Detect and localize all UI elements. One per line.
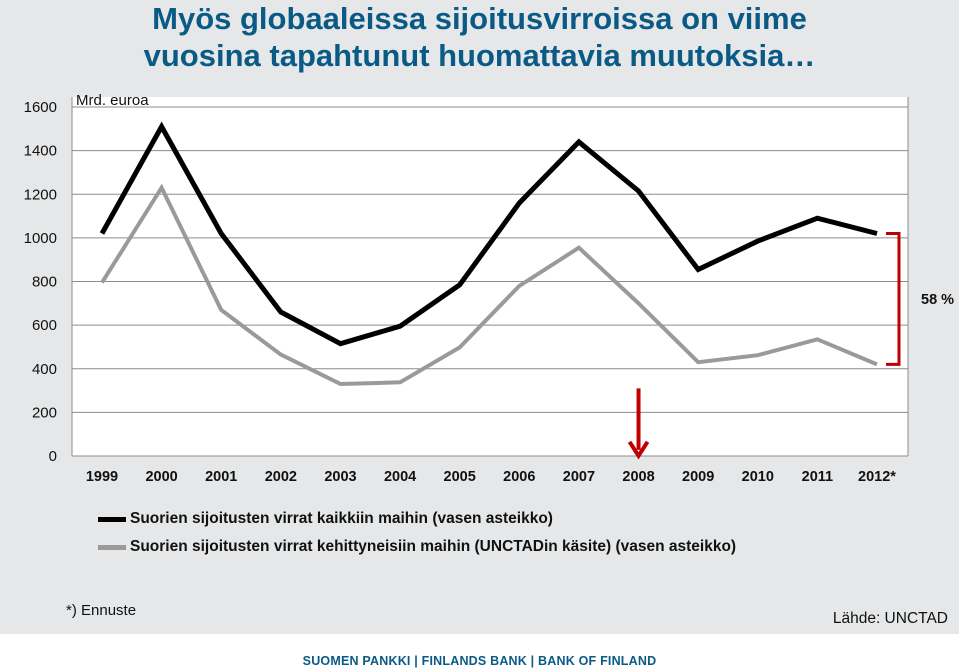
x-tick-label-2011: 2011 — [802, 469, 833, 485]
legend-label-all-countries: Suorien sijoitusten virrat kaikkiin maih… — [130, 510, 553, 527]
legend-swatch-gray — [98, 544, 126, 550]
x-tick-label-2006: 2006 — [503, 469, 535, 485]
x-tick-label-2003: 2003 — [324, 469, 356, 485]
legend-item-developed-countries: Suorien sijoitusten virrat kehittyneisii… — [98, 533, 736, 561]
chart-title-line-1: Myös globaaleissa sijoitusvirroissa on v… — [152, 1, 807, 36]
y-tick-label-1400: 1400 — [24, 143, 57, 160]
x-tick-label-1999: 1999 — [86, 469, 118, 485]
chart-title: Myös globaaleissa sijoitusvirroissa on v… — [0, 0, 959, 74]
x-tick-label-2005: 2005 — [444, 469, 476, 485]
y-tick-label-600: 600 — [32, 317, 57, 334]
legend-item-all-countries: Suorien sijoitusten virrat kaikkiin maih… — [98, 505, 736, 533]
x-tick-label-2010: 2010 — [742, 469, 774, 485]
x-tick-label-2000: 2000 — [145, 469, 177, 485]
chart-title-line-2: vuosina tapahtunut huomattavia muutoksia… — [143, 38, 816, 73]
footer-text: SUOMEN PANKKI | FINLANDS BANK | BANK OF … — [302, 654, 657, 668]
y-tick-label-1600: 1600 — [24, 99, 57, 116]
y-tick-label-800: 800 — [32, 274, 57, 291]
x-tick-label-2004: 2004 — [384, 469, 416, 485]
bracket-label: 58 % — [921, 292, 954, 308]
legend-label-developed-countries: Suorien sijoitusten virrat kehittyneisii… — [130, 538, 737, 555]
series-line-developed-countries — [100, 183, 878, 387]
y-tick-label-1000: 1000 — [24, 230, 57, 247]
x-tick-label-2007: 2007 — [563, 469, 595, 485]
arrow-2008-head — [627, 440, 650, 460]
plot-area — [72, 97, 908, 456]
series-line-all-countries — [99, 121, 878, 347]
source-note: Lähde: UNCTAD — [832, 610, 948, 627]
chart-legend: Suorien sijoitusten virrat kaikkiin maih… — [98, 505, 736, 561]
x-tick-label-2002: 2002 — [265, 469, 297, 485]
y-tick-label-400: 400 — [32, 361, 57, 378]
x-tick-label-2012-forecast: 2012* — [858, 469, 896, 485]
y-tick-label-1200: 1200 — [24, 186, 57, 203]
forecast-footnote: *) Ennuste — [66, 602, 137, 619]
y-tick-label-200: 200 — [32, 404, 57, 421]
bracket-58-percent — [886, 232, 901, 366]
x-tick-label-2009: 2009 — [682, 469, 714, 485]
unit-label: Mrd. euroa — [76, 92, 149, 109]
y-tick-label-0: 0 — [49, 448, 57, 465]
footer-bar: SUOMEN PANKKI | FINLANDS BANK | BANK OF … — [0, 634, 959, 671]
x-tick-label-2001: 2001 — [205, 469, 237, 485]
x-tick-label-2008: 2008 — [622, 469, 654, 485]
legend-swatch-black — [98, 516, 126, 522]
